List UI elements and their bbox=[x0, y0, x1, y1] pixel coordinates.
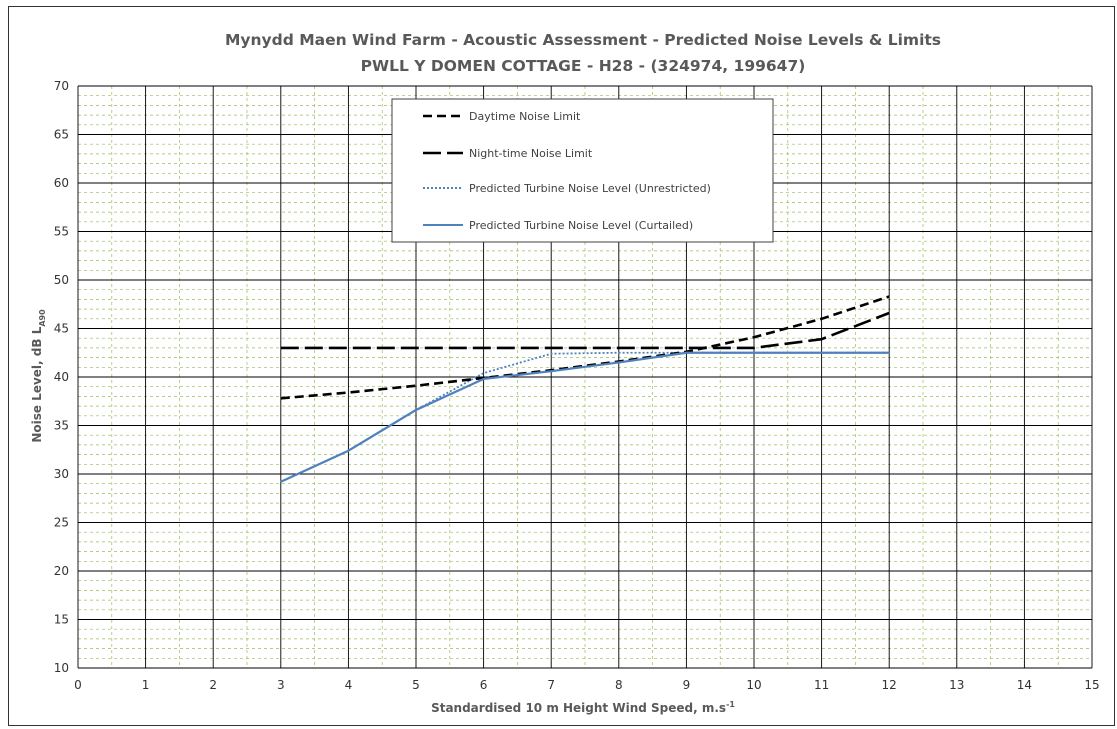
y-tick-label: 70 bbox=[54, 79, 69, 93]
y-axis-label: Noise Level, dB LA90 bbox=[30, 309, 47, 443]
y-axis-label-text: Noise Level, dB L bbox=[30, 326, 44, 442]
y-tick-label: 25 bbox=[54, 516, 69, 530]
y-axis-label-sub: A90 bbox=[38, 309, 47, 327]
x-tick-label: 7 bbox=[547, 678, 555, 692]
series-line-dashed bbox=[280, 295, 890, 400]
legend-label-nighttime: Night-time Noise Limit bbox=[469, 147, 593, 160]
legend-label-unrestricted: Predicted Turbine Noise Level (Unrestric… bbox=[469, 182, 711, 195]
y-tick-label: 65 bbox=[54, 128, 69, 142]
x-tick-label: 1 bbox=[142, 678, 150, 692]
x-tick-label: 4 bbox=[345, 678, 353, 692]
x-tick-label: 13 bbox=[949, 678, 964, 692]
x-tick-label: 3 bbox=[277, 678, 285, 692]
y-tick-label: 55 bbox=[54, 225, 69, 239]
legend-label-daytime: Daytime Noise Limit bbox=[469, 110, 581, 123]
y-tick-label: 45 bbox=[54, 322, 69, 336]
y-tick-label: 20 bbox=[54, 564, 69, 578]
y-tick-label: 10 bbox=[54, 661, 69, 675]
x-tick-label: 12 bbox=[882, 678, 897, 692]
y-tick-label: 40 bbox=[54, 370, 69, 384]
y-tick-label: 15 bbox=[54, 613, 69, 627]
chart-subtitle: PWLL Y DOMEN COTTAGE - H28 - (324974, 19… bbox=[361, 57, 806, 75]
y-tick-label: 35 bbox=[54, 419, 69, 433]
x-tick-label: 10 bbox=[746, 678, 761, 692]
x-tick-label: 0 bbox=[74, 678, 82, 692]
y-tick-label: 60 bbox=[54, 176, 69, 190]
x-tick-label: 5 bbox=[412, 678, 420, 692]
x-axis-label-sup: -1 bbox=[726, 700, 735, 709]
legend: Daytime Noise Limit Night-time Noise Lim… bbox=[391, 98, 774, 243]
x-axis-label-text: Standardised 10 m Height Wind Speed, m.s bbox=[431, 701, 726, 715]
chart-title: Mynydd Maen Wind Farm - Acoustic Assessm… bbox=[225, 31, 941, 49]
y-tick-label: 50 bbox=[54, 273, 69, 287]
plot-series bbox=[280, 295, 890, 483]
series-line-solid bbox=[280, 351, 890, 483]
x-axis-label: Standardised 10 m Height Wind Speed, m.s… bbox=[431, 700, 735, 715]
axis-ticks: 0 1 2 3 4 5 6 7 8 9 10 11 12 13 14 15101520253035404550… bbox=[54, 79, 1100, 692]
series-line-longdash bbox=[280, 311, 890, 350]
x-tick-label: 9 bbox=[683, 678, 691, 692]
x-tick-label: 6 bbox=[480, 678, 488, 692]
x-tick-label: 2 bbox=[209, 678, 217, 692]
x-tick-label: 15 bbox=[1084, 678, 1099, 692]
chart-frame bbox=[8, 6, 1115, 726]
legend-label-curtailed: Predicted Turbine Noise Level (Curtailed… bbox=[469, 219, 693, 232]
x-tick-label: 14 bbox=[1017, 678, 1032, 692]
legend-box bbox=[391, 98, 774, 243]
y-tick-label: 30 bbox=[54, 467, 69, 481]
x-tick-label: 8 bbox=[615, 678, 623, 692]
x-tick-label: 11 bbox=[814, 678, 829, 692]
